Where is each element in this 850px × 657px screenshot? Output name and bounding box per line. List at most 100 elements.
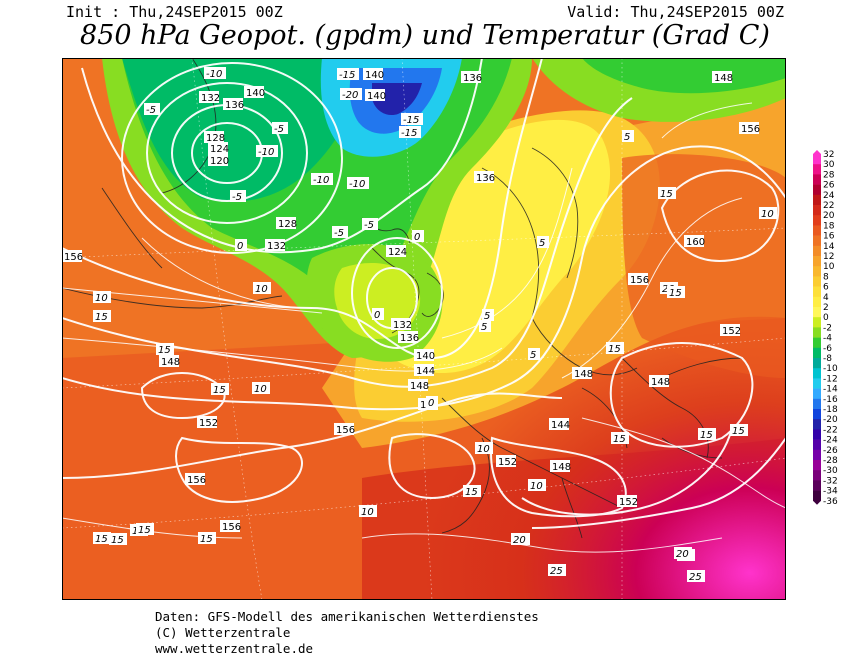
colorbar-swatch [813, 307, 821, 318]
colorbar-tick-label: 2 [823, 303, 829, 313]
colorbar-tick-label: -30 [823, 466, 838, 476]
svg-text:152: 152 [498, 457, 517, 468]
colorbar-tick-label: 4 [823, 293, 829, 303]
temp-label: 0 [235, 239, 247, 252]
colorbar-swatch [813, 347, 821, 359]
temp-label: -10 [347, 177, 369, 190]
svg-text:10: 10 [255, 284, 268, 295]
temp-label: 5 [528, 348, 540, 361]
colorbar-swatch [813, 286, 821, 298]
svg-text:128: 128 [206, 133, 225, 144]
temp-label: 15 [730, 424, 748, 437]
svg-text:0: 0 [414, 232, 420, 243]
colorbar-swatch [813, 245, 821, 257]
svg-text:124: 124 [388, 247, 407, 258]
svg-text:15: 15 [700, 430, 713, 441]
svg-text:-20: -20 [342, 90, 358, 101]
footer-copyright: (C) Wetterzentrale [155, 625, 291, 640]
geo-label: 148 [550, 460, 571, 473]
svg-text:140: 140 [416, 351, 435, 362]
temp-label: 10 [253, 282, 271, 295]
colorbar-swatch [813, 235, 821, 247]
svg-text:10: 10 [95, 293, 108, 304]
svg-text:156: 156 [741, 124, 760, 135]
svg-text:132: 132 [267, 241, 286, 252]
temp-label: 15 [658, 187, 676, 200]
svg-text:148: 148 [714, 73, 733, 84]
temp-label: -10 [256, 145, 278, 158]
geo-label: 156 [220, 520, 241, 533]
temp-label: -5 [332, 226, 348, 239]
svg-text:-10: -10 [313, 175, 329, 186]
colorbar-tick-label: -26 [823, 446, 838, 456]
colorbar-tick-label: 28 [823, 170, 835, 180]
temp-label: 15 [611, 432, 629, 445]
geo-label: 156 [628, 273, 649, 286]
geo-label: 128 [204, 131, 225, 144]
temp-label: 15 [93, 532, 111, 545]
svg-text:136: 136 [400, 333, 419, 344]
geo-label: 124 [208, 142, 229, 155]
svg-text:-10: -10 [258, 147, 274, 158]
temp-label: 10 [359, 505, 377, 518]
temp-label: -5 [272, 122, 288, 135]
geo-label: 140 [414, 349, 435, 362]
geo-label: 120 [208, 154, 229, 167]
temp-label: -10 [311, 173, 333, 186]
svg-text:15: 15 [465, 487, 478, 498]
svg-text:128: 128 [278, 219, 297, 230]
colorbar-tick-label: -10 [823, 364, 838, 374]
svg-text:136: 136 [225, 100, 244, 111]
geo-label: 152 [496, 455, 517, 468]
svg-text:148: 148 [574, 369, 593, 380]
svg-text:156: 156 [222, 522, 241, 533]
colorbar-tick-label: -32 [823, 476, 838, 486]
geo-label: 148 [649, 375, 670, 388]
valid-time: Valid: Thu,24SEP2015 00Z [567, 3, 784, 21]
temp-label: 5 [479, 320, 491, 333]
temp-label: -15 [399, 126, 421, 139]
colorbar-tick-label: -24 [823, 436, 838, 446]
geo-label: 140 [244, 86, 265, 99]
geo-label: 128 [276, 217, 297, 230]
temp-label: 15 [136, 523, 154, 536]
svg-text:136: 136 [476, 173, 495, 184]
svg-text:156: 156 [336, 425, 355, 436]
footer-url[interactable]: www.wetterzentrale.de [155, 641, 314, 656]
temp-label: -5 [230, 190, 246, 203]
geo-label: 140 [363, 68, 384, 81]
svg-text:-5: -5 [232, 192, 242, 203]
temp-label: 25 [687, 570, 705, 583]
colorbar-swatch [813, 215, 821, 226]
colorbar-swatch [813, 358, 821, 369]
geo-label: 132 [199, 91, 220, 104]
svg-text:-5: -5 [334, 228, 344, 239]
temp-label: 15 [198, 532, 216, 545]
svg-text:20: 20 [676, 549, 689, 560]
colorbar-swatch [813, 317, 821, 328]
temp-label: 5 [482, 309, 494, 322]
svg-text:25: 25 [689, 572, 702, 583]
svg-text:15: 15 [213, 385, 226, 396]
geo-label: 136 [398, 331, 419, 344]
svg-text:15: 15 [608, 344, 621, 355]
temp-label: 5 [622, 130, 634, 143]
colorbar-swatch [813, 460, 821, 471]
geo-label: 152 [197, 416, 218, 429]
svg-text:15: 15 [111, 535, 124, 546]
svg-text:5: 5 [539, 238, 545, 249]
temp-label: 25 [548, 564, 566, 577]
colorbar-swatch [813, 409, 821, 420]
temperature-colorbar: 32302826242220181614121086420-2-4-6-8-10… [813, 150, 838, 507]
colorbar-tick-label: -28 [823, 456, 838, 466]
temp-label: 15 [109, 533, 127, 546]
svg-text:156: 156 [187, 475, 206, 486]
temp-label: -5 [362, 218, 378, 231]
colorbar-tick-label: -14 [823, 385, 838, 395]
colorbar-swatch [813, 368, 821, 379]
colorbar-cap-bottom [813, 500, 821, 505]
colorbar-tick-label: -22 [823, 425, 838, 435]
temp-label: -5 [144, 103, 160, 116]
colorbar-tick-label: -8 [823, 354, 832, 364]
svg-text:-15: -15 [339, 70, 355, 81]
